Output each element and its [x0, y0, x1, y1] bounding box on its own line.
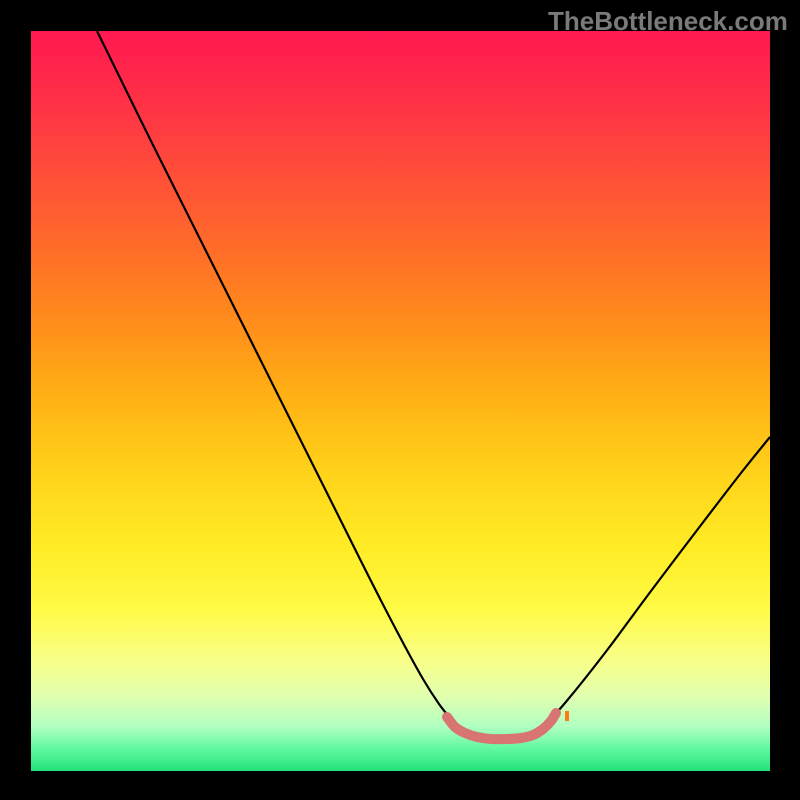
bottom-annotation: [447, 713, 556, 739]
curve-layer: [31, 31, 770, 771]
right-curve: [551, 437, 770, 719]
left-curve: [97, 31, 451, 719]
chart-container: TheBottleneck.com: [0, 0, 800, 800]
watermark-text: TheBottleneck.com: [548, 6, 788, 37]
plot-area: [31, 31, 770, 771]
orange-tick-icon: [565, 711, 569, 721]
